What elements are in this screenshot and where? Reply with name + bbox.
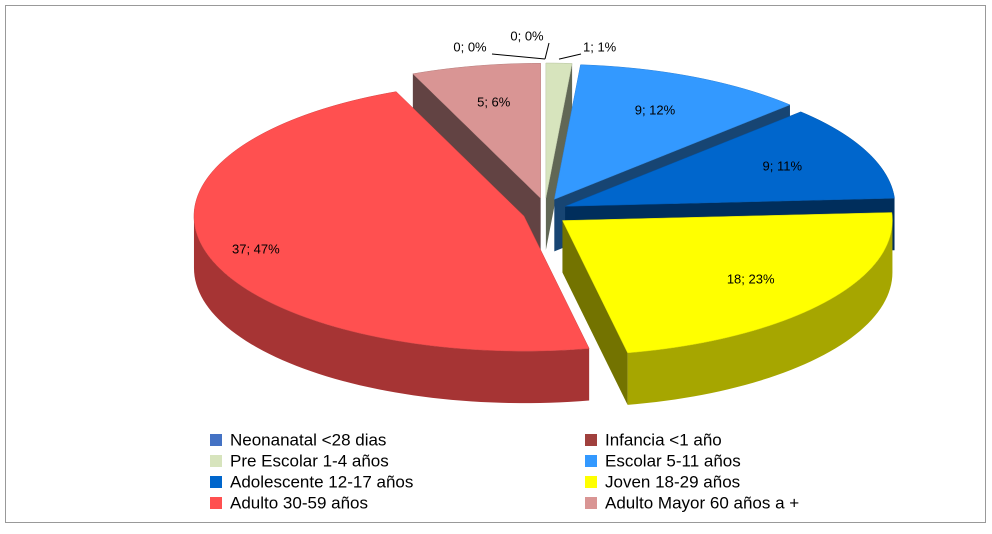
legend: Neonanatal <28 dias Infancia <1 año Pre Es… [210, 430, 799, 512]
data-label: 5; 6% [477, 94, 511, 109]
legend-label: Adulto 30-59 años [230, 493, 368, 512]
data-label: 0; 0% [453, 39, 487, 54]
slice-side [562, 220, 628, 405]
slice [545, 62, 573, 199]
slice-wall [627, 220, 893, 405]
slice [565, 111, 895, 207]
data-labels: 0; 0% 0; 0% 1; 1% 9; 12% 9; 11% 18; 23% 37; 47… [232, 28, 802, 286]
legend-label: Infancia <1 año [605, 430, 722, 449]
legend-label: Neonanatal <28 dias [230, 430, 386, 449]
legend-label: Adulto Mayor 60 años a + [605, 493, 799, 512]
legend-label: Pre Escolar 1-4 años [230, 451, 389, 470]
data-label: 18; 23% [727, 271, 775, 286]
leader-line [544, 42, 550, 60]
legend-swatch [210, 497, 222, 509]
leader-line [491, 53, 546, 60]
slice [193, 91, 590, 352]
legend-swatch [585, 497, 597, 509]
data-label: 1; 1% [583, 39, 617, 54]
legend-label: Adolescente 12-17 años [230, 472, 413, 491]
data-label: 9; 12% [635, 103, 676, 118]
legend-swatch [210, 434, 222, 446]
legend-swatch [210, 476, 222, 488]
slice [553, 64, 791, 200]
legend-label: Escolar 5-11 años [605, 451, 741, 470]
data-label: 37; 47% [232, 241, 280, 256]
legend-swatch [585, 434, 597, 446]
slice [562, 212, 893, 354]
legend-swatch [210, 455, 222, 467]
pie [193, 62, 895, 405]
leader-line [558, 53, 582, 60]
legend-swatch [585, 476, 597, 488]
slice-side [545, 63, 573, 251]
data-label: 9; 11% [763, 158, 803, 173]
legend-label: Joven 18-29 años [605, 472, 740, 491]
slice [412, 63, 541, 199]
legend-swatch [585, 455, 597, 467]
data-label: 0; 0% [510, 28, 544, 43]
slice-wall [193, 216, 590, 404]
